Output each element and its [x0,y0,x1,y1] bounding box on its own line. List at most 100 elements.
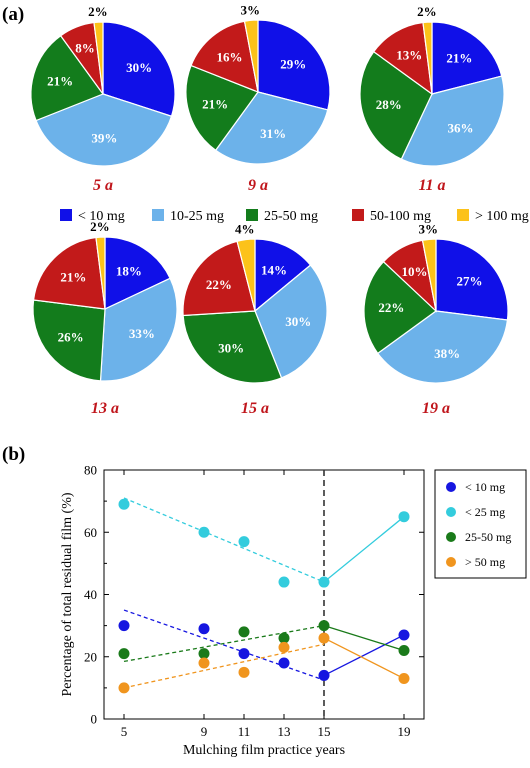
pie-9-a: 29% 31% 21% 16% 3% 9 a [185,2,331,194]
pie-slice-10-mg [102,21,176,118]
pie-label-10-25-mg: 30% [285,314,311,329]
x-tick-label: 11 [238,724,251,739]
series-10-mg [118,609,410,681]
pie-label-10-25-mg: 31% [260,126,286,141]
data-point [398,511,410,523]
legend-item-50-100-mg: 50-100 mg [352,209,431,224]
pie-slice-25-50-mg [363,260,437,355]
y-tick-label: 60 [84,525,97,540]
pie-label-10-mg: 18% [116,263,142,278]
pie-slice-50-100-mg [182,240,256,317]
legend-item-25-50-mg: 25-50 mg [446,530,511,544]
pie-label-10-mg: 29% [280,57,306,72]
legend-label: < 25 mg [465,505,505,519]
pie-slice-10-mg [254,238,312,313]
data-point [118,682,130,694]
data-point [318,576,330,588]
legend-swatch [246,209,258,221]
legend-label: 50-100 mg [370,209,431,224]
data-point [278,641,290,653]
data-point [398,673,410,685]
data-point [198,657,210,669]
data-point [238,626,250,638]
legend-marker [446,482,456,492]
data-point [198,526,210,538]
y-tick-label: 20 [84,649,97,664]
legend-label: 25-50 mg [465,530,511,544]
pie-charts: 30%39%21%8%2%5 a29%31%21%16%3%9 a21%36%2… [30,2,509,417]
pie-19-a: 27% 38% 22% 10% 3% 19 a [363,221,509,417]
legend-swatch [457,209,469,221]
pie-13-a: 18% 33% 26% 21% 2% 13 a [32,219,178,417]
y-tick-label: 40 [84,587,97,602]
trend-line [123,624,325,663]
pie-label-10-25-mg: 33% [129,326,155,341]
pie-legend: < 10 mg 10-25 mg 25-50 mg 50-100 mg > 100 mg [60,209,529,224]
pie-slice-25-50-mg [32,299,106,382]
pie-slice-10-25-mg [35,93,173,167]
legend-swatch [352,209,364,221]
pie-slice-100-mg [93,21,104,95]
legend-label: < 10 mg [78,209,125,224]
data-point [118,648,130,660]
legend-swatch [152,209,164,221]
pie-label-10-25-mg: 39% [91,131,117,146]
pie-slice-10-25-mg [400,75,505,167]
pie-slice-10-25-mg [254,264,328,379]
legend-label: < 10 mg [465,480,505,494]
data-point [318,620,330,632]
pie-title: 9 a [248,177,268,194]
pie-slice-100-mg [422,21,433,95]
pie-11-a: 21% 36% 28% 13% 2% 11 a [359,4,505,194]
legend-item-10-mg: < 10 mg [60,209,125,224]
pie-slice-25-50-mg [30,34,104,122]
pie-label-25-50-mg: 30% [218,341,244,356]
legend-swatch [60,209,72,221]
legend-marker [446,532,456,542]
pie-label-50-100-mg: 10% [402,264,428,279]
pie-slice-50-100-mg [32,236,106,310]
data-point [238,536,250,548]
pie-slice-10-25-mg [376,310,509,384]
data-point [198,623,210,635]
scatter-legend: < 10 mg < 25 mg 25-50 mg > 50 mg [434,469,527,579]
pie-slice-100-mg [95,236,106,310]
data-point [398,629,410,641]
x-tick-label: 13 [278,724,291,739]
x-axis-title: Mulching film practice years [183,743,345,758]
series-25-50-mg [118,620,410,663]
pie-title: 13 a [91,400,119,417]
pie-slice-100-mg [243,19,259,93]
data-point [318,632,330,644]
legend-item-100-mg: > 100 mg [457,209,529,224]
data-point [118,498,130,510]
pie-slice-10-25-mg [99,277,178,382]
y-axis-title: Percentage of total residual film (%) [60,492,75,696]
pie-label-100-mg: 3% [419,221,439,236]
x-tick-label: 15 [318,724,331,739]
legend-item-25-50-mg: 25-50 mg [246,209,318,224]
legend-label: 25-50 mg [264,209,318,224]
legend-marker [446,507,456,517]
pie-15-a: 14% 30% 30% 22% 4% 15 a [182,222,328,417]
pie-label-10-25-mg: 36% [448,120,474,135]
pie-label-10-mg: 14% [261,263,287,278]
segment-line [323,637,405,680]
data-point [398,645,410,657]
pie-label-100-mg: 2% [417,4,437,19]
pie-label-50-100-mg: 8% [75,41,95,56]
segment-line [323,634,405,677]
scatter-chart: 0 20 40 60 80 5 9 11 13 15 19 Mulching film practic… [60,463,527,758]
legend-item-25-mg: < 25 mg [446,505,505,519]
pie-label-100-mg: 2% [90,219,110,234]
pie-label-25-50-mg: 21% [202,97,228,112]
data-point [238,666,250,678]
trend-line [123,609,325,681]
pie-label-50-100-mg: 21% [60,269,86,284]
pie-slice-10-mg [435,238,509,321]
pie-label-25-50-mg: 26% [58,330,84,345]
pie-slice-25-50-mg [182,310,283,384]
pie-slice-10-25-mg [214,91,329,165]
pie-slice-10-mg [257,19,331,111]
